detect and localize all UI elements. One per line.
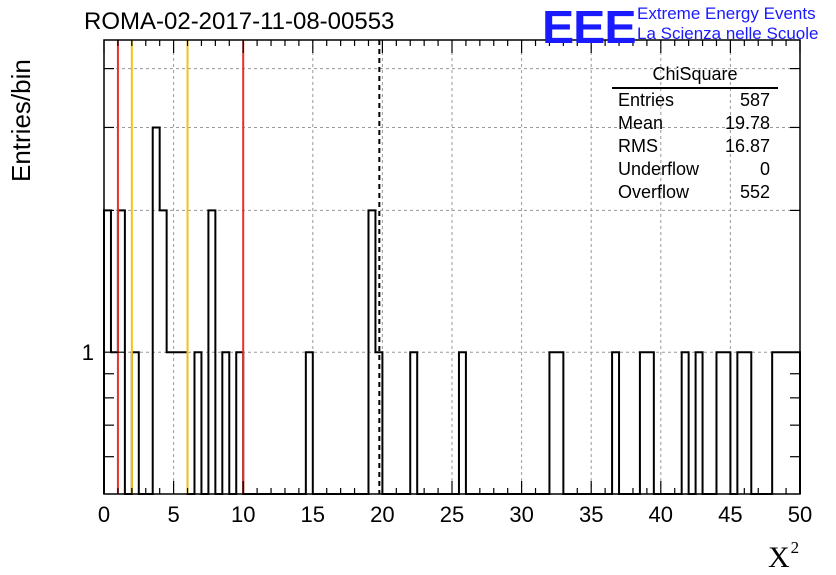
axis-tick-labels: 0 5 10 15 20 25 30 35 40 45 50 1 [82, 340, 812, 527]
histogram-bin [682, 352, 689, 494]
x-tick-label: 20 [370, 502, 394, 527]
histogram-bin [696, 352, 703, 494]
histogram-bin [181, 352, 188, 494]
x-axis-label-sup: 2 [790, 538, 800, 557]
x-axis-label: X2 [768, 538, 799, 575]
histogram-bin [160, 210, 167, 494]
histogram-bin [153, 127, 160, 494]
x-tick-label: 0 [98, 502, 110, 527]
histogram-bin [368, 210, 375, 494]
stats-row: Underflow 0 [608, 158, 778, 181]
stats-row: Overflow 552 [608, 181, 778, 204]
x-tick-label: 25 [440, 502, 464, 527]
stats-label: RMS [618, 136, 658, 156]
stats-row: Entries 587 [608, 89, 778, 112]
stats-row: Mean 19.78 [608, 112, 778, 135]
histogram-bin [167, 352, 174, 494]
stats-value: 19.78 [724, 113, 770, 133]
histogram-bin [549, 352, 556, 494]
histogram-bin [723, 352, 730, 494]
histogram-bin [459, 352, 466, 494]
stats-label: Mean [618, 113, 664, 133]
x-axis-label-base: X [768, 541, 790, 574]
stats-box-title: ChiSquare [612, 64, 778, 89]
histogram-bin [194, 352, 201, 494]
histogram-bin [779, 352, 786, 494]
eee-logo: EEE [542, 1, 637, 53]
stats-row: RMS 16.87 [608, 135, 778, 158]
stats-box: ChiSquare Entries 587 Mean 19.78 RMS 16.… [608, 64, 778, 204]
stats-value: 0 [759, 159, 770, 179]
logo-line-2: La Scienza nelle Scuole [637, 24, 819, 43]
histogram-bin [306, 352, 313, 494]
x-tick-label: 10 [231, 502, 255, 527]
stats-value: 587 [739, 90, 770, 110]
marker-lines [116, 40, 381, 494]
histogram-bin [222, 352, 229, 494]
y-axis-label: Entries/bin [6, 59, 36, 182]
histogram-bin [208, 210, 215, 494]
x-tick-label: 15 [301, 502, 325, 527]
histogram-bin [410, 352, 417, 494]
histogram-bin [647, 352, 654, 494]
histogram-bin [716, 352, 723, 494]
histogram-bin [612, 352, 619, 494]
logo-line-1: Extreme Energy Events [637, 4, 816, 23]
x-tick-label: 45 [718, 502, 742, 527]
histogram-bin [640, 352, 647, 494]
stats-label: Underflow [618, 159, 700, 179]
x-tick-label: 30 [509, 502, 533, 527]
histogram-bin [236, 352, 243, 494]
stats-value: 552 [739, 182, 770, 202]
stats-label: Entries [618, 90, 675, 110]
histogram-bin [174, 352, 181, 494]
y-tick-label: 1 [82, 340, 94, 365]
histogram-bin [744, 352, 751, 494]
stats-value: 16.87 [724, 136, 770, 156]
stats-label: Overflow [618, 182, 690, 202]
histogram-bin [556, 352, 563, 494]
axis-ticks [103, 40, 801, 494]
x-tick-label: 40 [649, 502, 673, 527]
histogram-bin [132, 352, 139, 494]
x-tick-label: 5 [167, 502, 179, 527]
histogram-bin [737, 352, 744, 494]
histogram-bin [772, 352, 779, 494]
x-tick-label: 35 [579, 502, 603, 527]
x-tick-label: 50 [788, 502, 812, 527]
chart-title: ROMA-02-2017-11-08-00553 [84, 8, 395, 35]
